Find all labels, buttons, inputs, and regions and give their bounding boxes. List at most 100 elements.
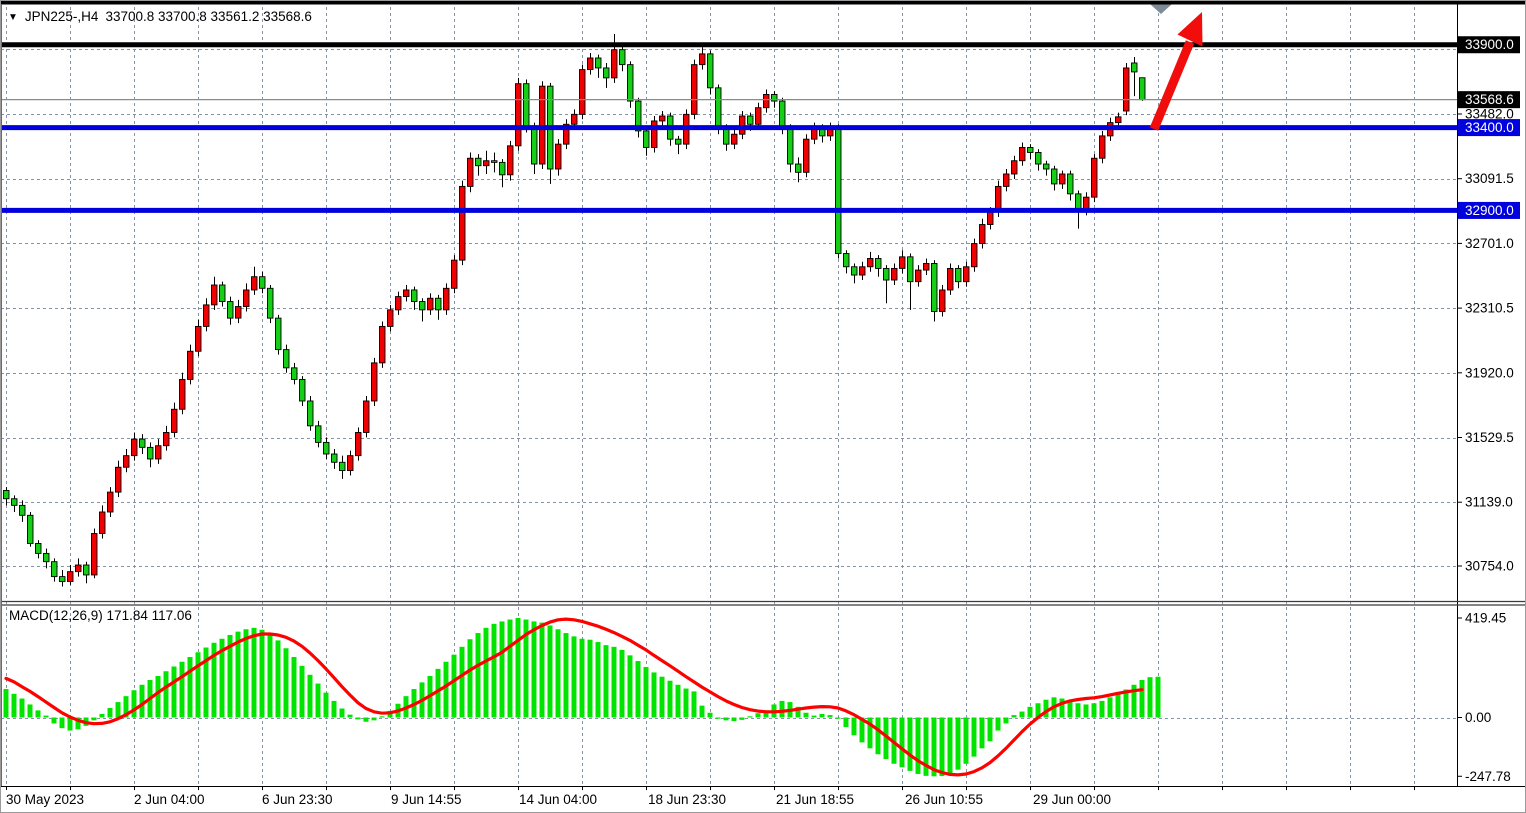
macd-bar: [1067, 700, 1073, 718]
macd-bar: [331, 700, 337, 718]
macd-bar: [915, 717, 921, 774]
candle-body: [843, 253, 850, 268]
candle-body: [435, 297, 442, 311]
pane-frames: [1, 1, 1525, 787]
macd-bar: [1099, 700, 1105, 718]
macd-bar: [91, 717, 97, 721]
candle-body: [227, 301, 234, 319]
candle-body: [187, 350, 194, 380]
macd-bar: [691, 691, 697, 718]
candle-body: [307, 400, 314, 427]
macd-bar: [627, 655, 633, 718]
macd-bar: [859, 717, 865, 743]
macd-bar: [867, 717, 873, 749]
macd-bar: [683, 688, 689, 718]
macd-bar: [27, 704, 33, 718]
candle-body: [747, 115, 754, 125]
macd-bar: [1155, 676, 1161, 718]
macd-bar: [243, 629, 249, 718]
candle-body: [579, 69, 586, 115]
price-tick-label: 30754.0: [1465, 559, 1514, 574]
macd-bar: [43, 715, 49, 718]
macd-bar: [907, 717, 913, 771]
symbol-dropdown-icon[interactable]: ▼: [8, 11, 18, 23]
macd-bar: [571, 636, 577, 718]
macd-bar: [1059, 698, 1065, 718]
candle-body: [259, 276, 266, 289]
candle-body: [171, 408, 178, 433]
macd-bar: [371, 717, 377, 721]
candle-body: [203, 304, 210, 327]
macd-bar: [827, 715, 833, 718]
candle-body: [315, 425, 322, 443]
macd-bar: [171, 666, 177, 718]
macd-tick-label: 0.00: [1465, 710, 1491, 725]
macd-bar: [675, 684, 681, 718]
macd-bar: [291, 657, 297, 718]
macd-bar: [1139, 680, 1145, 718]
time-axis[interactable]: 30 May 2023 2 Jun 04:00 6 Jun 23:30 9 Jun 1…: [6, 786, 1415, 807]
candle-body: [595, 57, 602, 69]
candle-body: [1011, 160, 1018, 175]
candle-body: [731, 133, 738, 145]
macd-bar: [483, 627, 489, 718]
candle-body: [1123, 67, 1130, 112]
macd-bar: [435, 668, 441, 718]
candle-body: [523, 83, 530, 129]
macd-bar: [251, 627, 257, 718]
candle-body: [115, 466, 122, 493]
scroll-marker-icon[interactable]: [1150, 4, 1172, 14]
macd-bar: [1131, 684, 1137, 718]
price-tick-label: 31139.0: [1465, 495, 1513, 510]
macd-bar: [275, 640, 281, 718]
candle-body: [1003, 173, 1010, 187]
up-arrow-annotation[interactable]: [1149, 12, 1203, 131]
macd-bar: [699, 705, 705, 718]
candle-body: [803, 138, 810, 173]
hline-objects[interactable]: [1, 42, 1457, 213]
candle-body: [91, 533, 98, 576]
price-tags: 33900.0 33400.0 32900.0 33568.6: [1458, 36, 1520, 219]
candle-body: [1139, 77, 1146, 101]
time-tick-label: 30 May 2023: [6, 792, 84, 807]
macd-bar: [59, 717, 65, 729]
candle-body: [923, 263, 930, 271]
candle-body: [1051, 168, 1058, 185]
candle-body: [379, 325, 386, 364]
macd-bar: [987, 717, 993, 742]
macd-bar: [1075, 703, 1081, 718]
macd-bar: [595, 642, 601, 718]
macd-bar: [779, 700, 785, 718]
macd-current-values: 171.84 117.06: [102, 608, 192, 623]
candle-body: [779, 100, 786, 129]
price-tick-label: 31529.5: [1465, 430, 1514, 445]
price-axis[interactable]: 33482.0 33091.5 32701.0 32310.5 31920.0 31529…: [1457, 107, 1514, 784]
arrow-shaft: [1149, 40, 1195, 131]
arrow-head: [1177, 12, 1203, 47]
macd-bar: [1043, 699, 1049, 718]
macd-bar: [379, 716, 385, 718]
candle-body: [475, 157, 482, 167]
macd-bar: [515, 618, 521, 718]
macd-bar: [459, 646, 465, 718]
macd-bar: [1019, 711, 1025, 718]
candle-body: [515, 83, 522, 147]
candle-body: [1099, 135, 1106, 159]
candle-body: [275, 317, 282, 351]
macd-bar: [107, 708, 113, 718]
candle-body: [283, 349, 290, 369]
macd-bar: [75, 717, 81, 730]
macd-bar: [1011, 715, 1017, 718]
macd-bar: [579, 638, 585, 718]
candle-body: [763, 93, 770, 109]
macd-bar: [1003, 717, 1009, 724]
macd-bar: [667, 680, 673, 718]
candle-body: [243, 289, 250, 307]
candle-body: [291, 367, 298, 380]
candle-body: [859, 266, 866, 276]
macd-bar: [347, 714, 353, 718]
candle-body: [603, 67, 610, 79]
candle-body: [1115, 116, 1122, 124]
